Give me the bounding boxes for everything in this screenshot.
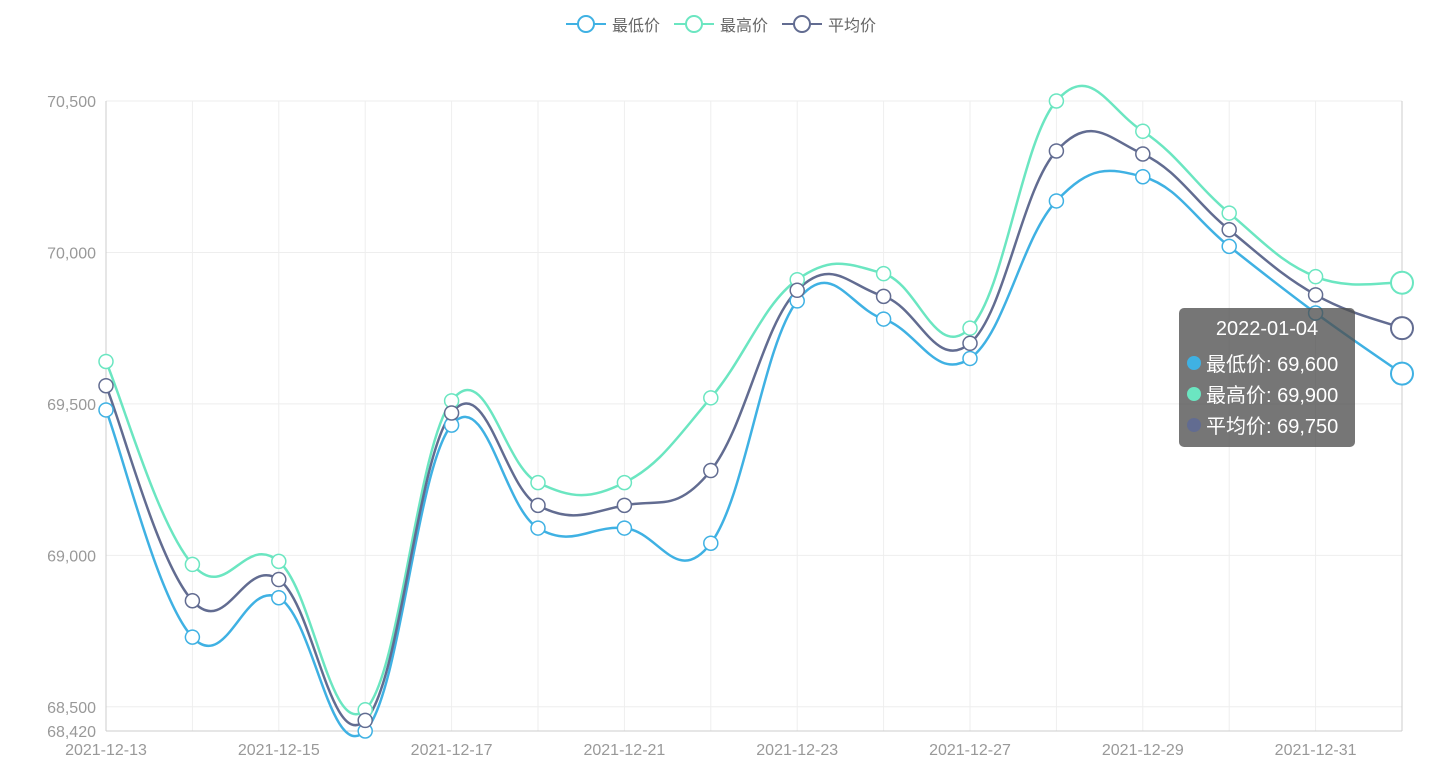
- series-line-1: [104, 169, 1403, 738]
- legend-lowest-icon: [565, 14, 606, 34]
- data-point: [1221, 221, 1237, 238]
- y-tick-label: 68,420: [47, 724, 96, 741]
- data-point: [357, 712, 373, 729]
- legend-item-lowest[interactable]: 最低价: [565, 12, 660, 36]
- data-point: [530, 497, 546, 514]
- data-point: [1048, 93, 1065, 109]
- data-point: [875, 288, 892, 305]
- x-tick-label: 2021-12-27: [929, 742, 1011, 759]
- data-point: [184, 629, 201, 645]
- tooltip: 2022-01-04 最低价: 69,600 最高价: 69,900 平均价: …: [1179, 308, 1355, 447]
- legend-label-highest: 最高价: [719, 18, 768, 35]
- data-point: [1307, 268, 1324, 285]
- y-tick-label: 70,500: [47, 94, 96, 111]
- data-point: [875, 311, 892, 327]
- data-point: [443, 405, 460, 421]
- data-point: [1135, 168, 1151, 185]
- x-tick-label: 2021-12-17: [411, 742, 493, 759]
- data-point: [1135, 146, 1151, 162]
- tooltip-title: 2022-01-04: [1215, 318, 1319, 340]
- data-point: [98, 377, 114, 394]
- data-point: [703, 535, 719, 551]
- data-point: [703, 462, 719, 479]
- legend-label-average: 平均价: [828, 18, 877, 35]
- chart-legend: 最低价 最高价 平均价: [0, 12, 1442, 36]
- data-point: [1390, 270, 1414, 295]
- data-point: [616, 497, 633, 514]
- data-point: [530, 520, 546, 536]
- data-point: [1221, 238, 1237, 255]
- data-point: [1390, 316, 1414, 341]
- legend-highest-icon: [673, 14, 714, 34]
- x-tick-label: 2021-12-31: [1275, 742, 1357, 759]
- data-point: [530, 474, 546, 491]
- tooltip-dot-icon: [1187, 386, 1201, 401]
- x-tick-label: 2021-12-29: [1102, 742, 1184, 759]
- tooltip-value-average: 平均价: 69,750: [1206, 416, 1339, 438]
- data-point: [616, 474, 633, 491]
- x-tick-label: 2021-12-13: [65, 742, 147, 759]
- data-point: [271, 553, 287, 570]
- data-point: [98, 402, 114, 418]
- data-point: [1221, 205, 1237, 221]
- data-point: [875, 265, 892, 282]
- tooltip-dot-icon: [1187, 355, 1201, 370]
- tooltip-row-lowest: 最低价: 69,600: [1187, 347, 1347, 378]
- data-point: [1390, 361, 1414, 386]
- data-point: [616, 520, 633, 536]
- x-tick-label: 2021-12-21: [583, 742, 665, 759]
- data-point: [98, 353, 114, 370]
- tooltip-dot-icon: [1187, 417, 1201, 432]
- legend-label-lowest: 最低价: [611, 18, 660, 35]
- tooltip-value-highest: 最高价: 69,900: [1206, 385, 1339, 407]
- x-tick-label: 2021-12-15: [238, 742, 320, 759]
- data-point: [789, 282, 805, 299]
- y-tick-label: 69,000: [47, 548, 96, 565]
- data-point: [703, 390, 719, 406]
- tooltip-row-average: 平均价: 69,750: [1187, 409, 1347, 440]
- data-point: [962, 335, 978, 352]
- legend-item-highest[interactable]: 最高价: [673, 12, 768, 36]
- y-tick-label: 69,500: [47, 397, 96, 414]
- x-tick-label: 2021-12-23: [756, 742, 838, 759]
- data-point: [962, 320, 978, 336]
- data-point: [1135, 123, 1151, 140]
- data-point: [1048, 193, 1065, 209]
- data-point: [962, 350, 978, 367]
- data-point: [1048, 143, 1065, 159]
- legend-item-average[interactable]: 平均价: [782, 12, 876, 36]
- y-tick-label: 70,000: [47, 245, 96, 262]
- tooltip-row-highest: 最高价: 69,900: [1187, 378, 1347, 409]
- data-point: [184, 556, 201, 573]
- data-point: [271, 589, 287, 606]
- legend-average-icon: [782, 14, 822, 34]
- data-point: [271, 571, 287, 588]
- data-point: [184, 593, 201, 609]
- tooltip-value-lowest: 最低价: 69,600: [1206, 354, 1339, 376]
- y-tick-label: 68,500: [47, 700, 96, 717]
- data-point: [1307, 287, 1324, 303]
